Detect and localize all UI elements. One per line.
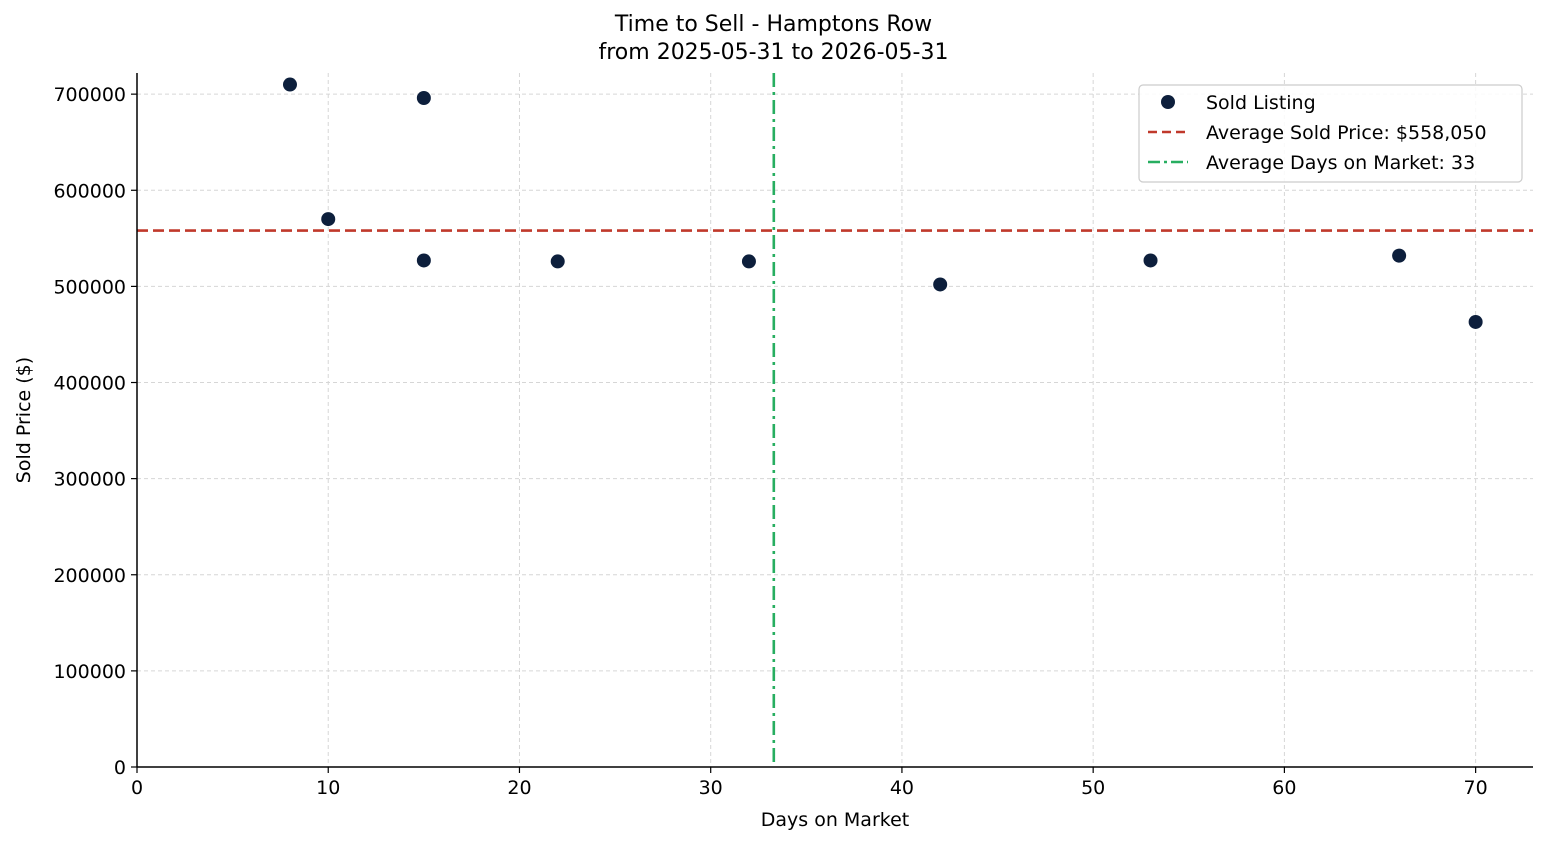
data-point [282,77,297,92]
x-tick-label: 30 [699,777,723,799]
data-points [282,77,1483,329]
data-point [550,254,565,269]
reference-lines [137,73,1533,767]
x-tick-labels: 0 10 20 30 40 50 60 70 [131,777,1488,799]
axes [131,73,1533,773]
data-point [741,254,756,269]
data-point [933,277,948,292]
y-tick-label: 300000 [53,469,126,491]
y-axis-label: Sold Price ($) [13,357,35,483]
legend: Sold Listing Average Sold Price: $558,050… [1138,84,1523,183]
x-axis-label: Days on Market [761,809,909,831]
y-tick-label: 100000 [53,661,126,683]
x-tick-label: 40 [890,777,914,799]
chart-subtitle: from 2025-05-31 to 2026-05-31 [598,40,949,65]
data-point [321,212,336,227]
legend-label: Average Sold Price: $558,050 [1206,122,1487,144]
y-tick-labels: 0 100000 200000 300000 400000 500000 600000 700… [53,84,126,779]
x-tick-label: 70 [1464,777,1488,799]
y-tick-label: 200000 [53,565,126,587]
x-tick-label: 0 [131,777,143,799]
x-tick-label: 50 [1081,777,1105,799]
y-tick-label: 700000 [53,84,126,106]
data-point [1392,248,1407,263]
y-tick-label: 0 [114,757,126,779]
legend-box [1138,84,1523,183]
x-tick-label: 60 [1272,777,1296,799]
data-point [1143,253,1158,268]
legend-label: Sold Listing [1206,92,1316,114]
data-point [416,253,431,268]
y-tick-label: 600000 [53,180,126,202]
x-tick-label: 20 [507,777,531,799]
data-point [1468,314,1483,329]
legend-marker [1161,95,1175,109]
chart-title: Time to Sell - Hamptons Row [614,12,933,37]
y-tick-label: 400000 [53,373,126,395]
data-point [416,90,431,105]
legend-label: Average Days on Market: 33 [1206,152,1475,174]
x-tick-label: 10 [316,777,340,799]
y-tick-label: 500000 [53,276,126,298]
